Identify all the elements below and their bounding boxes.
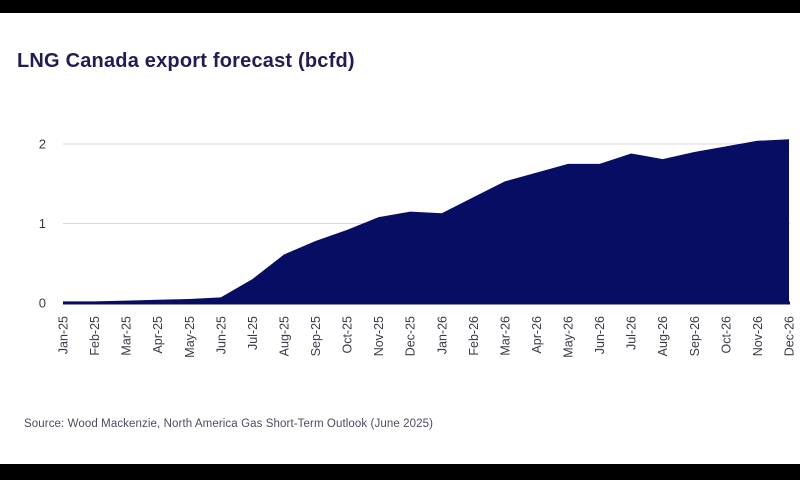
x-tick-label-Dec-26: Dec-26	[783, 316, 797, 356]
x-tick-label-Oct-25: Oct-25	[341, 316, 355, 354]
x-tick-label-Aug-25: Aug-25	[277, 316, 291, 356]
x-tick-label-Apr-25: Apr-25	[151, 316, 165, 354]
x-tick-label-Jan-25: Jan-25	[57, 316, 71, 354]
x-tick-label-Mar-26: Mar-26	[498, 316, 512, 356]
x-tick-label-Dec-25: Dec-25	[404, 316, 418, 356]
x-tick-label-Jan-26: Jan-26	[435, 316, 449, 354]
x-tick-label-Nov-26: Nov-26	[751, 316, 765, 356]
y-tick-label-2: 2	[39, 137, 46, 152]
x-tick-label-Nov-25: Nov-25	[372, 316, 386, 356]
x-tick-label-Mar-25: Mar-25	[120, 316, 134, 356]
x-tick-label-Oct-26: Oct-26	[719, 316, 733, 354]
x-tick-label-Jun-25: Jun-25	[214, 316, 228, 354]
forecast-area-series	[63, 139, 789, 303]
source-note: Source: Wood Mackenzie, North America Ga…	[24, 418, 434, 430]
bottom-letterbox-bar	[0, 464, 800, 480]
x-tick-label-May-26: May-26	[562, 316, 576, 358]
x-tick-label-May-25: May-25	[183, 316, 197, 358]
x-tick-label-Jun-26: Jun-26	[593, 316, 607, 354]
chart-title: LNG Canada export forecast (bcfd)	[17, 50, 355, 72]
x-tick-label-Apr-26: Apr-26	[530, 316, 544, 354]
top-letterbox-bar	[0, 0, 800, 13]
x-tick-label-Sep-26: Sep-26	[688, 316, 702, 356]
y-tick-label-1: 1	[39, 216, 46, 231]
x-tick-label-Aug-26: Aug-26	[656, 316, 670, 356]
x-tick-label-Jul-26: Jul-26	[625, 316, 639, 350]
y-tick-label-0: 0	[39, 296, 46, 311]
x-tick-label-Feb-26: Feb-26	[467, 316, 481, 356]
x-tick-label-Feb-25: Feb-25	[88, 316, 102, 356]
x-tick-label-Jul-25: Jul-25	[246, 316, 260, 350]
x-tick-label-Sep-25: Sep-25	[309, 316, 323, 356]
